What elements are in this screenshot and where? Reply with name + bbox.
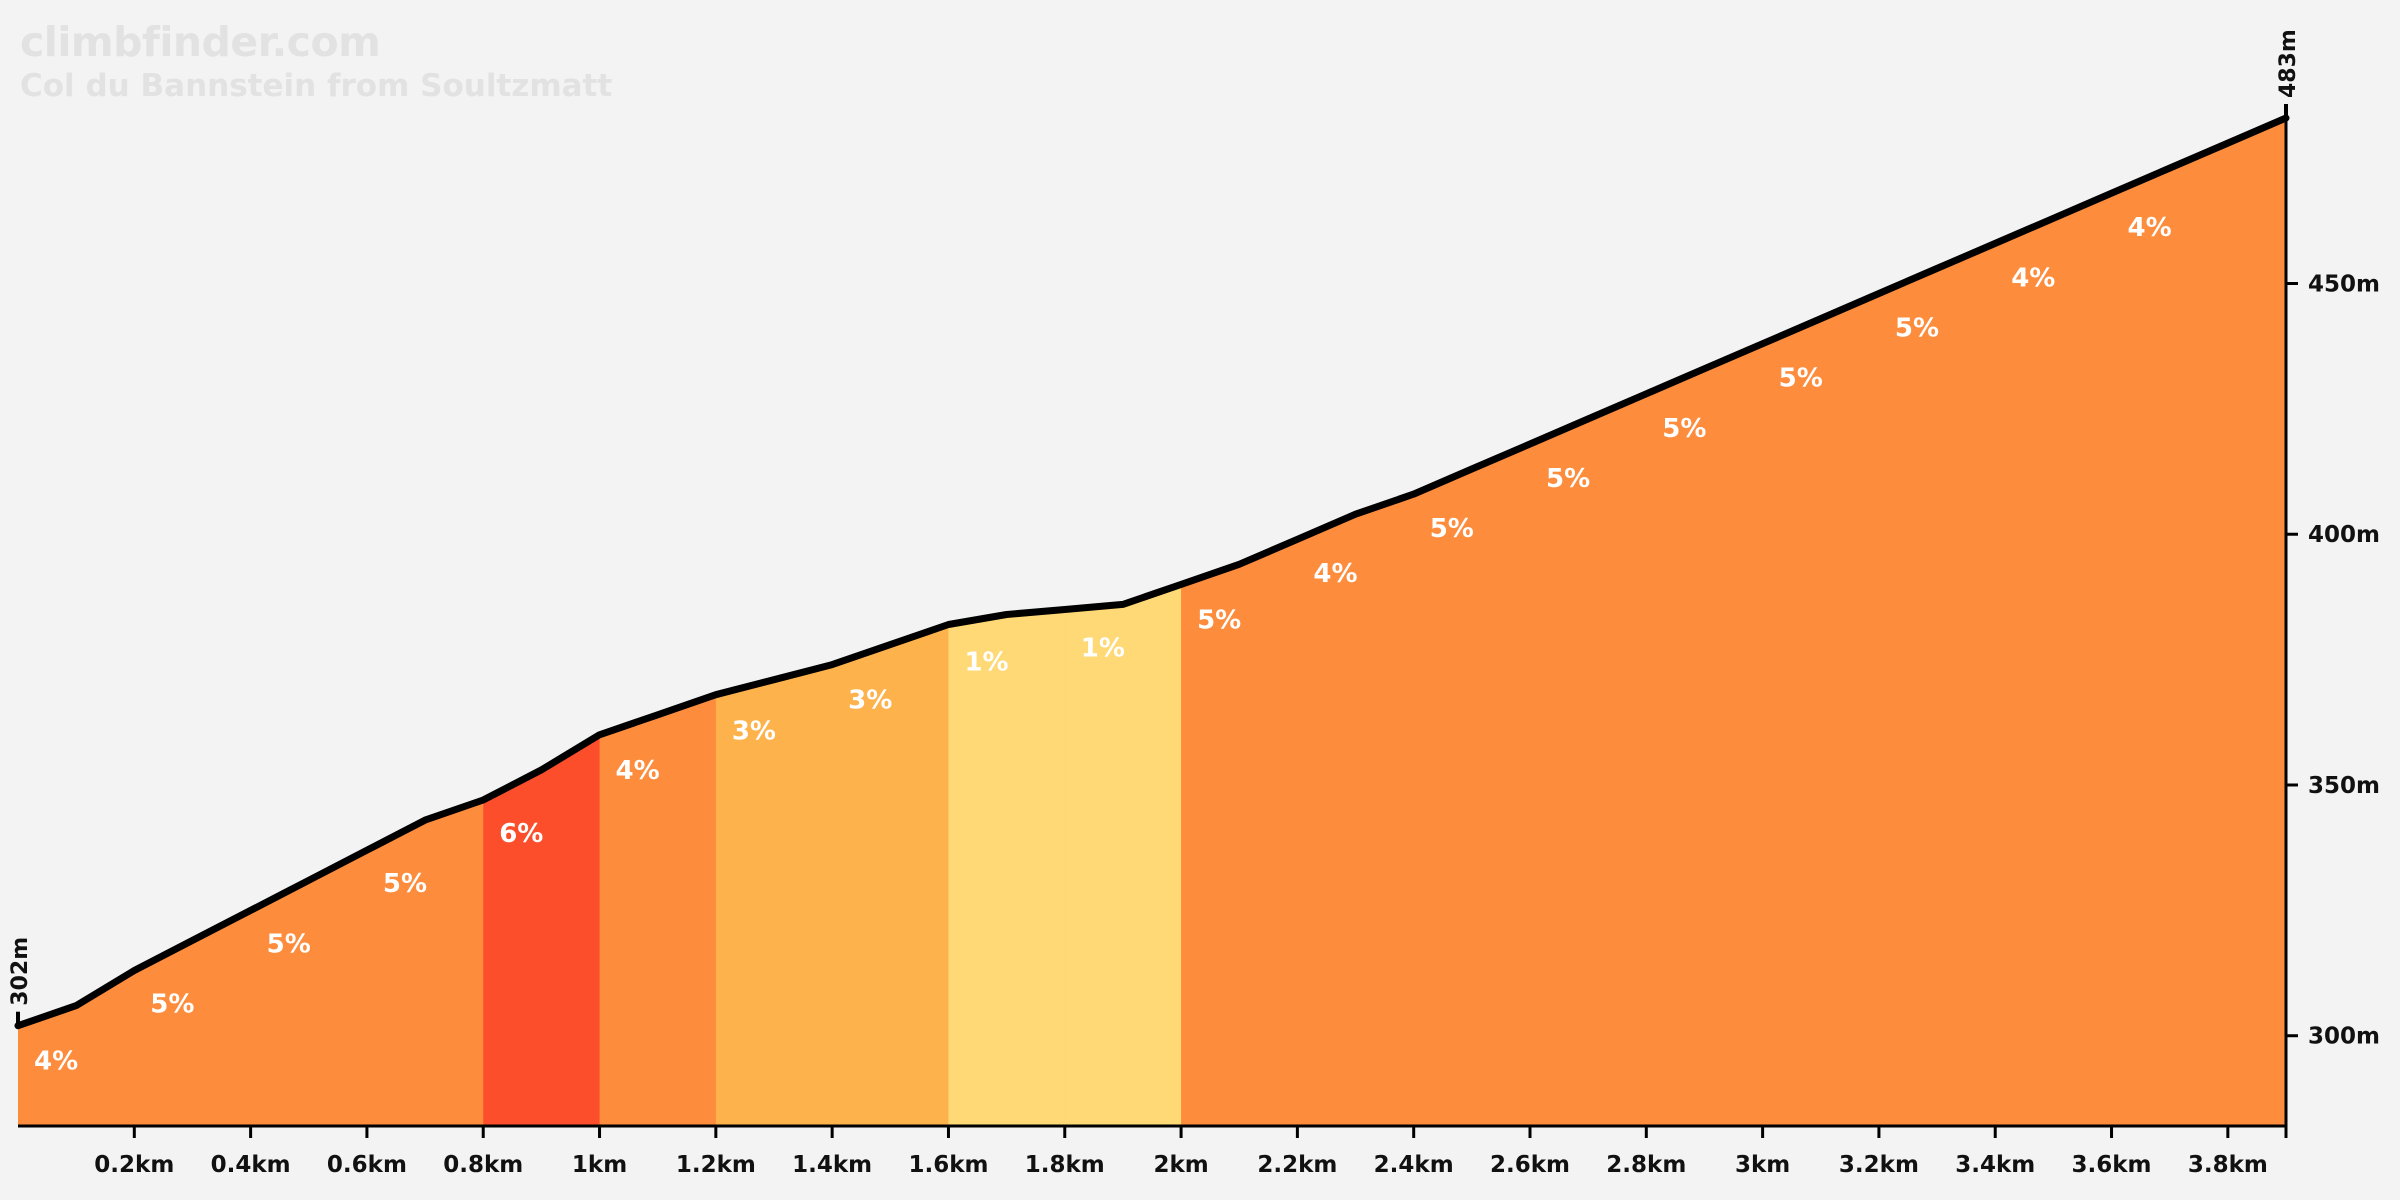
- site-watermark: climbfinder.com: [20, 18, 381, 66]
- grade-segment-17: [1995, 118, 2113, 1126]
- grade-label-7: 3%: [848, 686, 892, 716]
- grade-segment-8: [948, 118, 1066, 1126]
- grade-labels: 4% 5% 5% 5% 6% 4% 3% 3% 1% 1% 5% 4% 5% 5% 5% 5% 5% 4% 4%: [34, 213, 2172, 1076]
- x-tick-label: 3.6km: [2072, 1152, 2152, 1178]
- x-tick-label: 2.8km: [1606, 1152, 1686, 1178]
- x-tick-label: 3km: [1735, 1152, 1790, 1178]
- x-tick-label: 1.2km: [676, 1152, 756, 1178]
- x-axis: 0.2km 0.4km 0.6km 0.8km 1km 1.2km 1.4km 1.6km 1.…: [18, 1124, 2288, 1178]
- grade-segment-13: [1530, 118, 1647, 1126]
- grade-segment-15: [1762, 118, 1880, 1126]
- grade-label-14: 5%: [1662, 414, 1706, 444]
- x-tick-label: 1km: [572, 1152, 627, 1178]
- grade-label-4: 6%: [499, 819, 543, 849]
- grade-segment-1: [134, 118, 252, 1126]
- grade-label-6: 3%: [732, 717, 776, 747]
- grade-label-15: 5%: [1779, 364, 1823, 394]
- grade-segment-5: [599, 118, 717, 1126]
- x-tick-label: 2.2km: [1257, 1152, 1337, 1178]
- grade-label-8: 1%: [964, 648, 1008, 678]
- grade-label-11: 4%: [1313, 559, 1357, 589]
- x-tick-label: 3.4km: [1955, 1152, 2035, 1178]
- grade-segment-9: [1064, 118, 1182, 1126]
- x-tick-label: 2.4km: [1374, 1152, 1454, 1178]
- grade-segment-7: [832, 118, 950, 1126]
- grade-segment-18: [2111, 118, 2286, 1126]
- start-elevation-label: 302m: [8, 937, 33, 1006]
- grade-label-9: 1%: [1081, 633, 1125, 663]
- grade-label-2: 5%: [267, 929, 311, 959]
- climb-title: Col du Bannstein from Soultzmatt: [20, 68, 613, 104]
- y-tick-label: 350m: [2308, 773, 2380, 799]
- y-tick-label: 450m: [2308, 271, 2380, 297]
- grade-label-3: 5%: [383, 869, 427, 899]
- grade-label-10: 5%: [1197, 605, 1241, 635]
- grade-segment-0: [18, 118, 135, 1126]
- grade-segment-16: [1878, 118, 1996, 1126]
- x-tick-label: 0.8km: [443, 1152, 523, 1178]
- y-axis: 300m 350m 400m 450m: [2284, 118, 2380, 1126]
- grade-label-1: 5%: [150, 990, 194, 1020]
- profile-line: [14, 114, 2290, 1030]
- grade-label-5: 4%: [616, 756, 660, 786]
- grade-segment-4: [483, 118, 601, 1126]
- x-tick-label: 0.2km: [94, 1152, 174, 1178]
- x-tick-label: 1.8km: [1025, 1152, 1105, 1178]
- grade-label-0: 4%: [34, 1047, 78, 1077]
- end-elevation-label: 483m: [2276, 29, 2301, 98]
- x-tick-label: 1.4km: [792, 1152, 872, 1178]
- x-tick-label: 0.6km: [327, 1152, 407, 1178]
- grade-label-16: 5%: [1895, 314, 1939, 344]
- x-tick-label: 2km: [1153, 1152, 1208, 1178]
- grade-segment-3: [366, 118, 484, 1126]
- grade-label-13: 5%: [1546, 464, 1590, 494]
- x-tick-label: 2.6km: [1490, 1152, 1570, 1178]
- x-tick-label: 0.4km: [211, 1152, 291, 1178]
- elevation-markers: 302m 483m: [8, 29, 2301, 1026]
- grade-segment-fills: [18, 118, 2286, 1126]
- x-tick-label: 3.8km: [2188, 1152, 2268, 1178]
- x-tick-label: 1.6km: [908, 1152, 988, 1178]
- grade-label-18: 4%: [2128, 213, 2172, 243]
- grade-label-12: 5%: [1430, 514, 1474, 544]
- y-tick-label: 300m: [2308, 1024, 2380, 1050]
- x-tick-label: 3.2km: [1839, 1152, 1919, 1178]
- grade-segment-14: [1646, 118, 1764, 1126]
- grade-segment-6: [715, 118, 833, 1126]
- grade-segment-12: [1413, 118, 1531, 1126]
- y-tick-label: 400m: [2308, 522, 2380, 548]
- grade-label-17: 4%: [2011, 263, 2055, 293]
